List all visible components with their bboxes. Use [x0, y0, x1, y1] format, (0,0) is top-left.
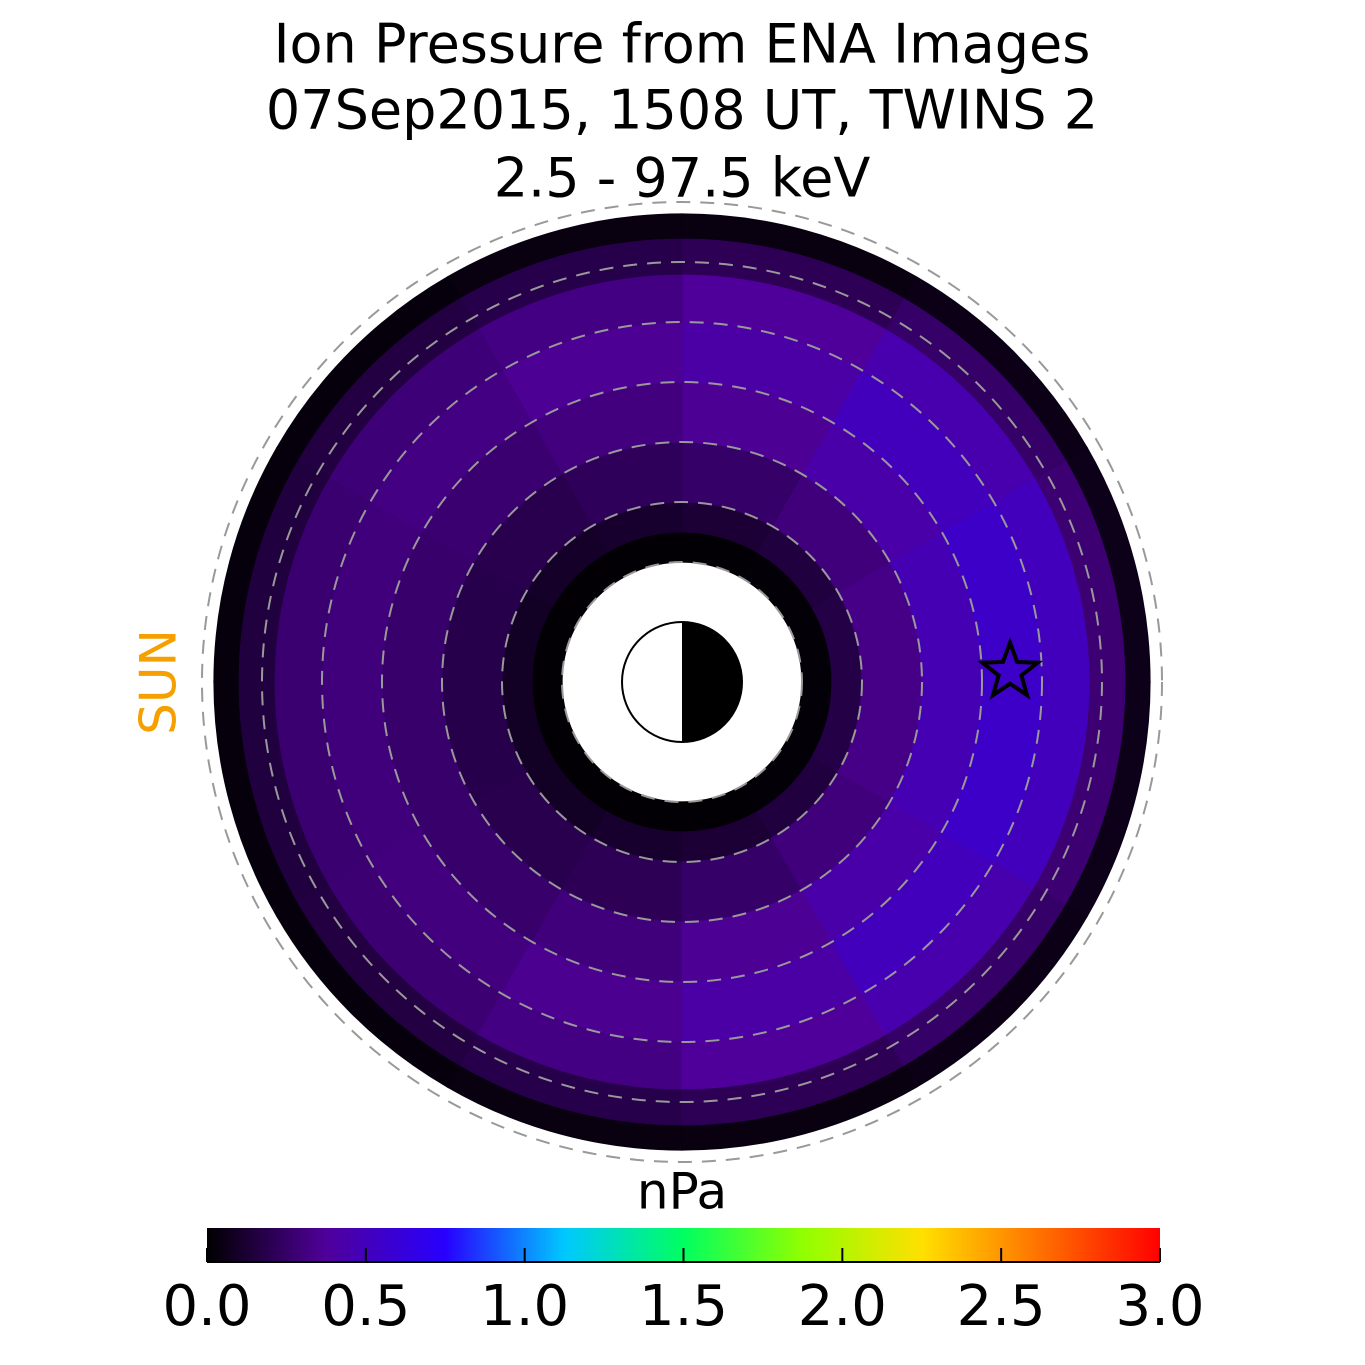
title-line: Ion Pressure from ENA Images — [274, 13, 1091, 76]
radial-grid-circle — [561, 561, 803, 803]
colorbar-label: nPa — [637, 1163, 727, 1221]
earth-night — [682, 622, 742, 742]
colorbar-tick-label: 0.5 — [321, 1274, 410, 1339]
colorbar-tick-label: 3.0 — [1115, 1274, 1204, 1339]
radial-grid-circle — [381, 381, 983, 983]
radial-grid-circle — [201, 201, 1163, 1163]
radial-grid-circle — [261, 261, 1103, 1103]
colorbar-tick-label: 1.5 — [639, 1274, 728, 1339]
pressure-image — [213, 213, 1151, 1151]
spacecraft-star — [976, 636, 1044, 700]
title-line: 2.5 - 97.5 keV — [494, 147, 871, 210]
radial-grid-circle — [321, 321, 1043, 1043]
sun-label: SUN — [130, 629, 188, 735]
pressure-cell — [1065, 681, 1151, 917]
colorbar-tick-label: 2.5 — [957, 1274, 1046, 1339]
colorbar-tick-label: 0.0 — [162, 1274, 251, 1339]
radial-grid-circle — [501, 501, 863, 863]
colorbar-tick-label: 2.0 — [798, 1274, 887, 1339]
colorbar-tick-label: 1.0 — [480, 1274, 569, 1339]
radial-grid-circle — [441, 441, 923, 923]
title-line: 07Sep2015, 1508 UT, TWINS 2 — [266, 79, 1098, 142]
